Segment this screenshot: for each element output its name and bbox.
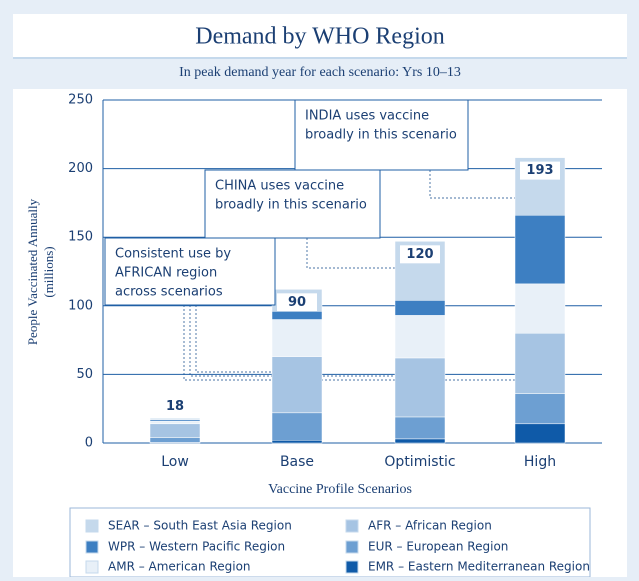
bar-segment (394, 438, 446, 444)
legend-swatch (345, 540, 359, 554)
y-tick-label: 150 (68, 230, 93, 245)
bar-segment (271, 311, 323, 320)
y-tick-label: 50 (76, 367, 93, 382)
x-tick-label: Low (161, 454, 189, 470)
bar-segment (149, 420, 201, 425)
total-label: 120 (406, 247, 433, 262)
legend-swatch (85, 560, 99, 574)
callout-text: broadly in this scenario (305, 128, 457, 143)
y-tick-label: 0 (85, 436, 93, 451)
callout-text: broadly in this scenario (215, 198, 367, 213)
legend-swatch (345, 519, 359, 533)
x-tick-label: Base (280, 454, 314, 470)
y-tick-label: 100 (68, 298, 93, 313)
total-label-bg (520, 161, 560, 180)
bar-segment (394, 416, 446, 440)
legend-label: EUR – European Region (368, 540, 508, 554)
x-tick-label: High (524, 454, 556, 470)
legend-swatch (345, 560, 359, 574)
callout-text: Consistent use by (115, 247, 231, 262)
bar-segment (514, 332, 566, 394)
bar-segment (394, 300, 446, 316)
callout-box (294, 99, 469, 171)
bar-segment (271, 412, 323, 441)
bar-segment (149, 423, 201, 438)
callout-text: CHINA uses vaccine (215, 179, 344, 194)
total-label: 18 (166, 399, 184, 414)
total-label: 193 (526, 163, 553, 178)
bar-segment (149, 437, 201, 443)
bar-segment (394, 357, 446, 418)
y-axis-label: People Vaccinated Annually (25, 198, 40, 345)
callout-text: INDIA uses vaccine (305, 109, 429, 124)
subtitle-band (13, 59, 627, 89)
legend-label: EMR – Eastern Mediterranean Region (368, 560, 590, 574)
chart-subtitle: In peak demand year for each scenario: Y… (179, 65, 461, 80)
bar-segment (271, 356, 323, 414)
x-tick-label: Optimistic (384, 454, 455, 470)
bar-segment (514, 393, 566, 425)
bar-segment (514, 283, 566, 334)
legend-label: AFR – African Region (368, 519, 492, 533)
legend-label: AMR – American Region (108, 560, 251, 574)
callout-box (104, 237, 276, 306)
total-label-bg (277, 293, 317, 312)
legend-label: SEAR – South East Asia Region (108, 519, 292, 533)
callout-text: AFRICAN region (115, 266, 217, 281)
total-label-bg (400, 245, 440, 264)
chart-title: Demand by WHO Region (195, 24, 445, 50)
legend-label: WPR – Western Pacific Region (108, 540, 285, 554)
connectors (183, 170, 515, 381)
total-label: 90 (288, 295, 306, 310)
legend-swatch (85, 540, 99, 554)
y-axis-label: (millions) (41, 246, 56, 297)
legend-swatch (85, 519, 99, 533)
top-band (13, 0, 627, 14)
callout-text: across scenarios (115, 285, 223, 300)
bar-segment (394, 315, 446, 359)
y-tick-label: 250 (68, 93, 93, 108)
callout-box (204, 169, 381, 239)
bar-segment (271, 440, 323, 444)
bar-segment (271, 319, 323, 357)
bar-segment (149, 418, 201, 420)
bar-segment (514, 214, 566, 285)
x-axis-label: Vaccine Profile Scenarios (268, 482, 412, 497)
bar-segment (514, 423, 566, 444)
y-tick-label: 200 (68, 161, 93, 176)
